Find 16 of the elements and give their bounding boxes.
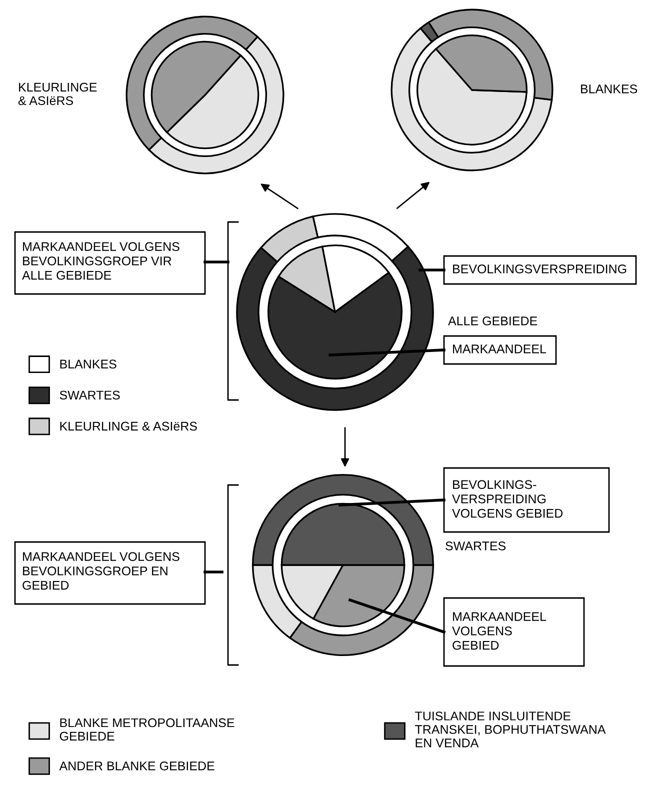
legend-label: ANDER BLANKE GEBIEDE [59,761,214,770]
text: MARKAANDEEL VOLGENS BEVOLKINGSGROEP EN GEBIED [22,552,180,590]
legend-label: TUISLANDE INSLUITENDE TRANSKEI, BOPHUTHATSWANA EN VENDA [415,712,606,748]
legend-label: SWARTES [60,390,120,400]
legend-label: BLANKE METROPOLITAANSE GEBIEDE [60,718,234,741]
text: BEVOLKINGSVERSPREIDING [453,264,626,274]
text: MARKAANDEEL [453,344,546,354]
text: MARKAANDEEL VOLGENS GEBIED [452,612,546,650]
text: ALLE GEBIEDE [448,316,538,326]
text: BEVOLKINGS- VERSPREIDING VOLGENS GEBIED [452,480,563,518]
text: SWARTES [446,542,506,550]
legend-label: BLANKES [60,360,116,368]
text: MARKAANDEEL VOLGENS BEVOLKINGSGROEP VIR ALLE GEBIEDE [22,242,180,280]
legend-label: KLEURLINGE & ASIëRS [60,422,197,431]
text: BLANKES [581,84,638,94]
text: KLEURLINGE & ASIëRS [18,82,97,106]
